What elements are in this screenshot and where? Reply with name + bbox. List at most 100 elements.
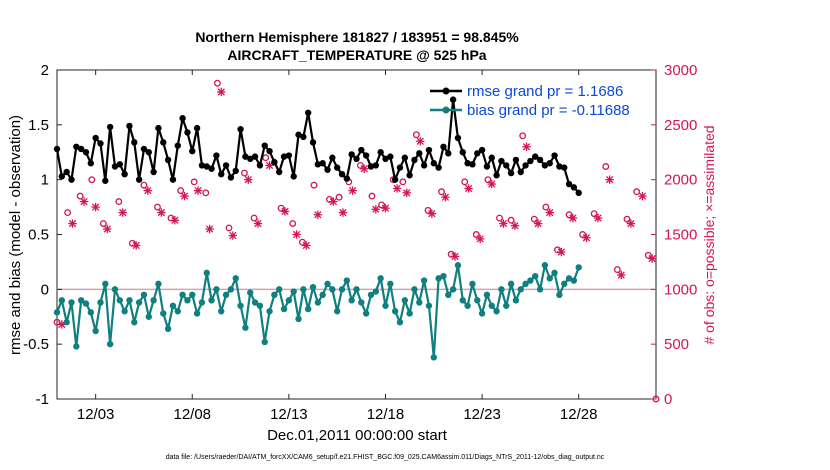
rmse-point [512, 156, 520, 164]
obs-assimilated-marker [464, 184, 473, 193]
obs-possible-marker [213, 79, 221, 87]
rmse-point [348, 151, 355, 158]
rmse-point [420, 162, 428, 169]
bias-point [319, 291, 326, 299]
rmse-point [338, 170, 346, 178]
rmse-point [121, 170, 128, 178]
bias-point [126, 297, 133, 304]
bias-point [546, 275, 553, 282]
obs-assimilated-marker [647, 254, 657, 263]
bias-point [445, 291, 452, 299]
y2-tick-label: 2000 [664, 172, 697, 189]
series-group [53, 96, 582, 361]
legend-rmse-label: rmse grand pr = 1.1686 [467, 83, 623, 100]
obs-possible-marker [412, 131, 420, 139]
obs-possible-marker [542, 203, 550, 211]
bias-point [160, 310, 167, 317]
rmse-point [237, 126, 244, 133]
obs-assimilated-marker [244, 175, 253, 184]
bias-point [116, 297, 123, 304]
rmse-point [295, 131, 302, 138]
legend: rmse grand pr = 1.1686 bias grand pr = -… [430, 83, 630, 119]
rmse-point [116, 161, 123, 168]
rmse-point [391, 176, 399, 183]
bias-point [565, 275, 573, 282]
bias-point [561, 280, 568, 288]
bias-point [232, 275, 239, 282]
bias-point [454, 262, 462, 269]
rmse-point [309, 139, 317, 146]
bias-point [218, 308, 225, 315]
bias-point [198, 299, 206, 306]
obs-assimilated-marker [157, 208, 166, 217]
bias-point [309, 283, 317, 291]
rmse-point [261, 142, 268, 149]
obs-possible-marker [496, 214, 503, 222]
bias-point [401, 297, 409, 304]
obs-count-markers [53, 79, 660, 403]
bias-point [256, 302, 264, 309]
bias-point [227, 286, 235, 293]
rmse-point [478, 146, 486, 154]
y-tick-label: 0.5 [28, 227, 49, 244]
obs-assimilated-marker [348, 186, 357, 195]
bias-point [261, 338, 268, 346]
bias-point [425, 302, 433, 309]
rmse-point [541, 162, 549, 169]
rmse-point [193, 124, 201, 132]
rmse-point [111, 163, 119, 170]
rmse-point [135, 176, 143, 183]
rmse-point [179, 115, 186, 122]
bias-point [314, 299, 322, 306]
obs-assimilated-marker [441, 193, 450, 202]
bias-point [382, 302, 389, 309]
bias-point [532, 272, 539, 280]
obs-assimilated-marker [381, 203, 390, 213]
bias-point [295, 315, 302, 323]
bias-point [247, 289, 254, 296]
bias-point [396, 319, 404, 326]
obs-assimilated-marker [626, 219, 636, 228]
obs-assimilated-marker [392, 184, 402, 193]
rmse-point [556, 163, 563, 170]
rmse-point [324, 166, 331, 173]
rmse-point [570, 184, 578, 191]
bias-point [111, 286, 119, 293]
rmse-point [189, 147, 196, 155]
rmse-point [140, 145, 148, 153]
obs-possible-marker [310, 181, 318, 189]
rmse-point [82, 149, 90, 156]
bias-point [73, 343, 80, 350]
obs-possible-marker [240, 169, 248, 177]
rmse-point [155, 124, 162, 132]
bias-point [87, 309, 95, 316]
bias-point [570, 277, 578, 284]
obs-assimilated-marker [371, 205, 381, 214]
rmse-point [53, 145, 61, 153]
bias-point [208, 297, 215, 304]
obs-assimilated-marker [360, 164, 369, 173]
rmse-point [97, 140, 104, 147]
rmse-point [416, 150, 423, 157]
obs-possible-marker [190, 178, 198, 186]
obs-possible-marker [99, 220, 107, 227]
bias-point [121, 308, 128, 315]
obs-possible-marker [335, 193, 343, 201]
x-tick-label: 12/23 [463, 406, 501, 423]
obs-assimilated-marker [499, 219, 508, 228]
rmse-point [242, 153, 249, 160]
obs-possible-marker [530, 215, 538, 223]
x-tick-label: 12/18 [367, 406, 405, 423]
bias-point [362, 310, 370, 317]
rmse-point [522, 162, 529, 169]
x-tick-label: 12/28 [560, 406, 598, 423]
rmse-point [87, 160, 95, 167]
obs-possible-marker [472, 231, 480, 238]
bias-point [329, 286, 336, 293]
legend-bias-marker [442, 106, 450, 114]
obs-possible-marker [177, 187, 185, 195]
bias-point [449, 286, 457, 293]
rmse-point [300, 133, 307, 141]
bias-point [97, 299, 104, 306]
bias-point [237, 302, 244, 309]
